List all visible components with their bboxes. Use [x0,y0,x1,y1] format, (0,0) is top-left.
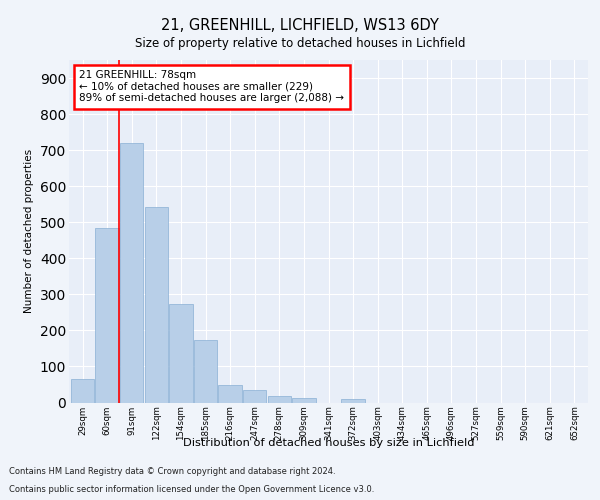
Text: 21, GREENHILL, LICHFIELD, WS13 6DY: 21, GREENHILL, LICHFIELD, WS13 6DY [161,18,439,32]
Bar [268,396,291,402]
Bar [341,399,365,402]
Bar [243,390,266,402]
Text: Size of property relative to detached houses in Lichfield: Size of property relative to detached ho… [135,38,465,51]
Text: Contains public sector information licensed under the Open Government Licence v3: Contains public sector information licen… [9,485,374,494]
Bar [169,304,193,402]
Bar [218,385,242,402]
Y-axis label: Number of detached properties: Number of detached properties [24,149,34,314]
Text: Contains HM Land Registry data © Crown copyright and database right 2024.: Contains HM Land Registry data © Crown c… [9,467,335,476]
Bar [145,206,168,402]
Bar [194,340,217,402]
Text: Distribution of detached houses by size in Lichfield: Distribution of detached houses by size … [183,438,475,448]
Bar [292,398,316,402]
Bar [95,228,119,402]
Text: 21 GREENHILL: 78sqm
← 10% of detached houses are smaller (229)
89% of semi-detac: 21 GREENHILL: 78sqm ← 10% of detached ho… [79,70,344,104]
Bar [120,143,143,403]
Bar [71,379,94,402]
